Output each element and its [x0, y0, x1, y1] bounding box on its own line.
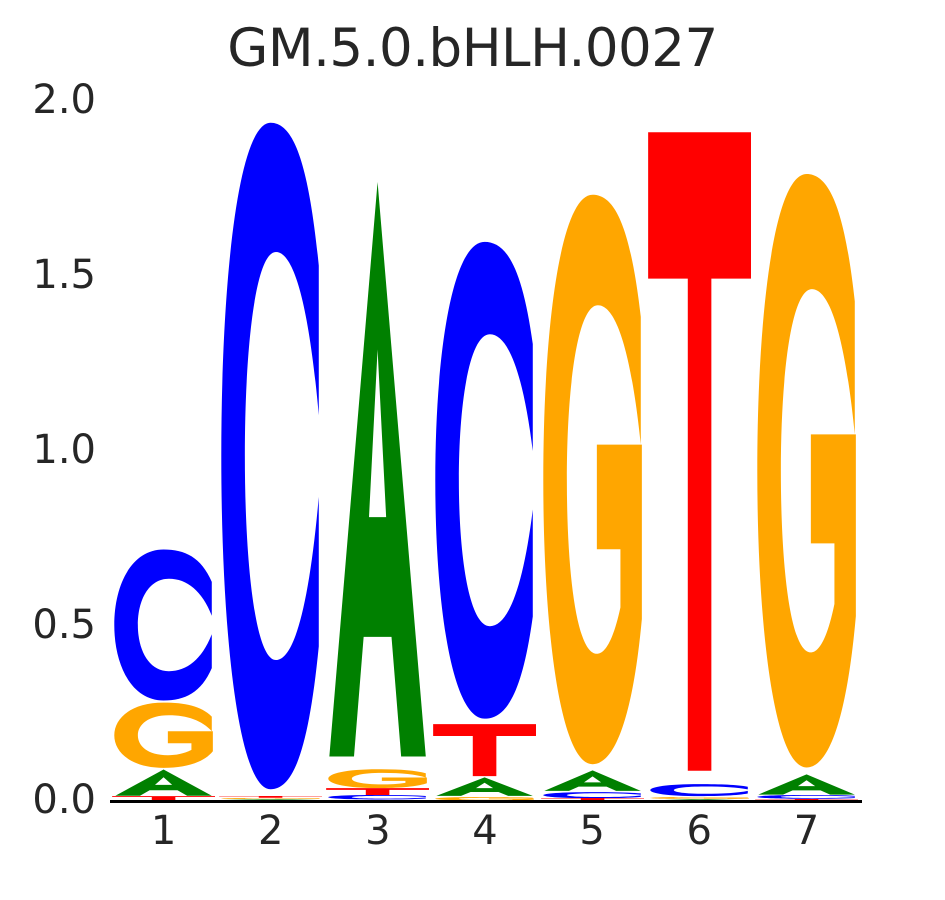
logo-letter-C: [324, 795, 431, 800]
logo-letter-A: [431, 777, 538, 797]
logo-letter-A: [753, 774, 860, 795]
logo-stack-7: [753, 168, 860, 800]
logo-letter-G: [324, 768, 431, 788]
logo-letter-G: [217, 797, 324, 799]
logo-letter-T: [646, 119, 753, 784]
logo-letter-T: [110, 795, 217, 800]
logo-letter-A: [110, 769, 217, 796]
logo-letter-C: [753, 794, 860, 799]
x-axis: 1 2 3 4 5 6 7: [110, 808, 860, 878]
axis-baseline: [110, 800, 862, 803]
y-tick-label: 0.5: [32, 602, 96, 648]
logo-stack-3: [324, 170, 431, 800]
logo-stack-1: [110, 548, 217, 800]
logo-letter-T: [217, 795, 324, 798]
logo-stack-6: [646, 119, 753, 800]
logo-letter-A: [646, 798, 753, 800]
logo-letter-G: [753, 168, 860, 774]
logo-letter-C: [217, 116, 324, 796]
logo-letter-T: [324, 787, 431, 796]
plot-area: [110, 100, 860, 800]
logo-letter-A: [324, 170, 431, 769]
x-tick-label-6: 6: [686, 808, 712, 854]
logo-letter-C: [431, 237, 538, 724]
logo-stack-2: [217, 116, 324, 800]
logo-stack-5: [539, 189, 646, 800]
logo-letter-G: [646, 796, 753, 799]
x-tick-label-4: 4: [472, 808, 498, 854]
x-tick-label-3: 3: [365, 808, 391, 854]
logo-letter-T: [539, 797, 646, 800]
logo-letter-A: [217, 798, 324, 800]
logo-letter-A: [539, 770, 646, 792]
logo-stack-4: [431, 237, 538, 801]
logo-letter-G: [539, 189, 646, 770]
x-tick-label-1: 1: [150, 808, 177, 854]
x-tick-label-7: 7: [793, 808, 820, 854]
logo-letter-C: [539, 791, 646, 798]
logo-letter-C: [646, 784, 753, 797]
page-title: GM.5.0.bHLH.0027: [227, 18, 718, 79]
logo-letter-T: [753, 798, 860, 800]
y-tick-label: 1.0: [32, 427, 96, 473]
logo-letter-C: [110, 548, 217, 702]
y-tick-label: 0.0: [32, 777, 96, 823]
logo-letter-T: [431, 723, 538, 777]
y-tick-label: 1.5: [32, 252, 96, 298]
y-axis: 0.0 0.5 1.0 1.5 2.0: [0, 0, 110, 900]
logo-letter-G: [431, 796, 538, 801]
y-tick-label: 2.0: [32, 77, 96, 123]
x-tick-label-5: 5: [579, 808, 605, 854]
logo-letter-G: [110, 702, 217, 769]
x-tick-label-2: 2: [257, 808, 284, 854]
